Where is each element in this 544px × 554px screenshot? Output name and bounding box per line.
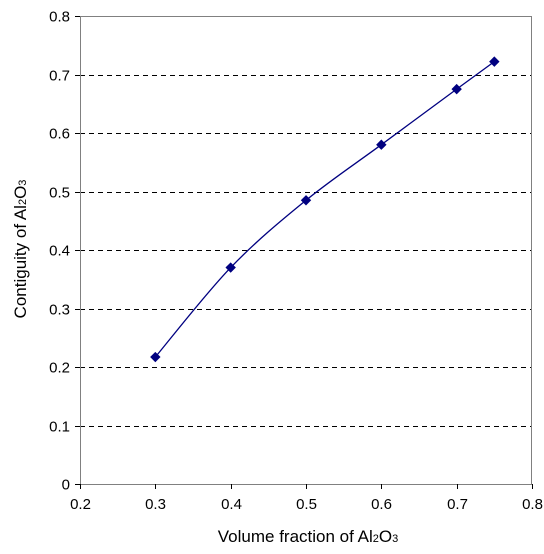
data-point-diamond (225, 262, 236, 273)
y-tick-label: 0.3 (49, 302, 70, 319)
y-axis-title-sub2: 3 (17, 180, 29, 186)
y-tick-label: 0.5 (49, 185, 70, 202)
x-axis-title-text: Volume fraction of Al (218, 527, 373, 546)
y-tick-label: 0.8 (49, 9, 70, 26)
y-axis-title-sub1: 2 (17, 199, 29, 205)
data-point-diamond (150, 351, 161, 363)
series-line-0 (154, 61, 495, 358)
y-tick-label: 0.1 (49, 419, 70, 436)
x-axis-title-mid: O (379, 527, 392, 546)
x-tick-label: 0.6 (371, 496, 392, 513)
x-tick-label: 0.2 (70, 496, 91, 513)
x-tick-label: 0.5 (296, 496, 317, 513)
x-tick-label: 0.7 (447, 496, 468, 513)
y-tick-label: 0.4 (49, 243, 70, 260)
tick-labels: 0 0.1 0.2 0.3 0.4 0.5 0.6 0.7 0.8 0.2 0.3 0.4 0.5 0.6… (49, 9, 543, 514)
y-axis-title-mid: O (11, 186, 30, 199)
data-point-diamond (376, 139, 387, 150)
data-point-diamond (489, 56, 500, 67)
y-tick-label: 0.7 (49, 68, 70, 85)
x-axis-title-sub2: 3 (392, 533, 398, 545)
x-axis-title-sub1: 2 (373, 533, 379, 545)
y-tick-label: 0.2 (49, 360, 70, 377)
axes (75, 16, 533, 489)
x-tick-label: 0.4 (221, 496, 242, 513)
y-axis-title-text: Contiguity of Al (11, 205, 30, 318)
y-tick-label: 0.6 (49, 126, 70, 143)
data-point-diamond (451, 83, 462, 95)
data-markers (150, 56, 500, 363)
y-axis-title: Contiguity of Al2O3 (11, 180, 30, 319)
x-tick-label: 0.8 (522, 496, 543, 513)
data-point-diamond (300, 195, 312, 206)
y-tick-label: 0 (62, 477, 70, 494)
x-axis-title: Volume fraction of Al2O3 (218, 527, 398, 546)
x-tick-label: 0.3 (145, 496, 166, 513)
series-line (154, 61, 495, 358)
gridlines (80, 16, 532, 427)
